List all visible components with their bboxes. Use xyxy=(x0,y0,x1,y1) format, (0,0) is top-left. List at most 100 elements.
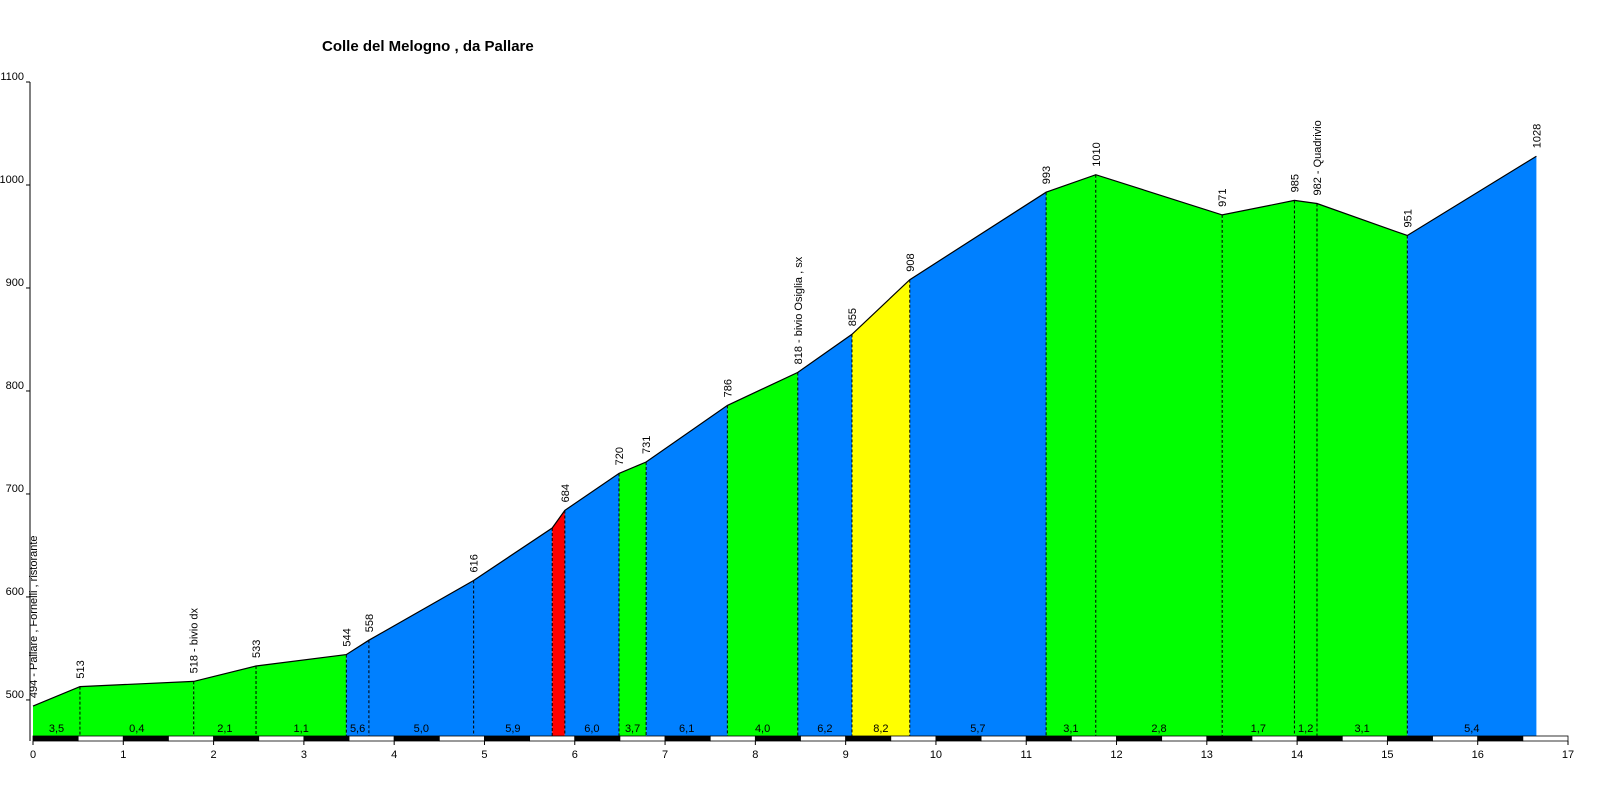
distance-bar-block xyxy=(122,735,169,742)
segment-easy xyxy=(80,681,194,736)
gradient-label: 1,7 xyxy=(1251,723,1266,735)
elevation-label: 818 - bivio Osiglia , sx xyxy=(793,256,805,364)
distance-bar-block xyxy=(1477,735,1524,742)
gradient-label: 5,6 xyxy=(350,723,365,735)
segment-easy xyxy=(619,462,647,736)
elevation-label: 518 - bivio dx xyxy=(189,607,201,673)
gradient-label: 3,7 xyxy=(625,723,640,735)
x-tick-label: 0 xyxy=(30,749,36,761)
elevation-label: 544 xyxy=(341,628,353,646)
segment-medium xyxy=(564,473,619,736)
segment-easy xyxy=(33,686,80,736)
segment-easy xyxy=(1222,200,1295,736)
elevation-label: 971 xyxy=(1217,189,1229,207)
y-tick-label: 600 xyxy=(6,586,24,598)
gradient-label: 6,0 xyxy=(584,723,599,735)
distance-bar xyxy=(32,735,1569,742)
elevation-label: 533 xyxy=(251,640,263,658)
x-tick-label: 1 xyxy=(120,749,126,761)
distance-bar-block xyxy=(1161,735,1208,742)
elevation-label: 1028 xyxy=(1531,124,1543,148)
gradient-label: 5,9 xyxy=(505,723,520,735)
gradient-label: 5,0 xyxy=(414,723,429,735)
y-tick-label: 1100 xyxy=(0,71,24,83)
x-tick-label: 15 xyxy=(1381,749,1393,761)
segment-easy xyxy=(1046,174,1096,736)
distance-bar-block xyxy=(1070,735,1117,742)
elevation-label: 985 xyxy=(1289,174,1301,192)
distance-bar-block xyxy=(709,735,756,742)
distance-bar-block xyxy=(754,735,801,742)
segment-medium xyxy=(909,192,1047,736)
x-tick-label: 8 xyxy=(752,749,758,761)
y-tick-label: 1000 xyxy=(0,174,24,186)
distance-bar-block xyxy=(258,735,305,742)
gradient-label: 3,1 xyxy=(1063,723,1078,735)
segment-easy xyxy=(193,666,256,736)
distance-bar-block xyxy=(1116,735,1163,742)
gradient-label: 2,1 xyxy=(217,723,232,735)
segment-medium xyxy=(473,528,553,736)
gradient-label: 3,1 xyxy=(1354,723,1369,735)
elevation-label: 494 - Pallare , Fornelli , ristorante xyxy=(28,535,40,698)
profile-outline xyxy=(32,155,1537,707)
profile-line xyxy=(32,155,1537,707)
gradient-label: 1,1 xyxy=(294,723,309,735)
elevation-label: 684 xyxy=(560,484,572,502)
elevation-label: 720 xyxy=(614,447,626,465)
x-tick-label: 2 xyxy=(211,749,217,761)
elevation-label: 908 xyxy=(905,253,917,271)
segment-dividers xyxy=(79,174,1408,736)
x-tick-label: 10 xyxy=(930,749,942,761)
gradient-label: 6,1 xyxy=(679,723,694,735)
distance-bar-block xyxy=(168,735,214,742)
distance-bar-block xyxy=(574,735,621,742)
distance-bar-block xyxy=(438,735,485,742)
segment-easy xyxy=(1095,174,1223,736)
gradient-label: 4,0 xyxy=(755,723,770,735)
gradient-label: 8,2 xyxy=(873,723,888,735)
distance-bar-block xyxy=(1432,735,1479,742)
distance-bar-block xyxy=(1025,735,1072,742)
x-tick-label: 3 xyxy=(301,749,307,761)
distance-bar-block xyxy=(213,735,260,742)
gradient-label: 5,7 xyxy=(970,723,985,735)
x-tick-label: 14 xyxy=(1291,749,1303,761)
distance-bar-block xyxy=(1341,735,1388,742)
distance-bar-block xyxy=(619,735,666,742)
distance-bar-block xyxy=(303,735,350,742)
gradient-label: 3,5 xyxy=(49,723,64,735)
segment-medium xyxy=(346,640,369,736)
elevation-label: 855 xyxy=(847,308,859,326)
gradient-label: 5,4 xyxy=(1464,723,1479,735)
gradient-label: 0,4 xyxy=(129,723,144,735)
segment-very_steep xyxy=(552,510,565,736)
elevation-label: 786 xyxy=(722,379,734,397)
distance-bar-block xyxy=(845,735,892,742)
segment-easy xyxy=(1317,203,1408,736)
gradient-labels: 3,5 0,4 2,1 1,1 5,6 5,0 5,9 6,0 3,7 6,1 4,0 6,2 8,2 5… xyxy=(49,723,1480,735)
x-tick-label: 17 xyxy=(1562,749,1574,761)
gradient-label: 1,2 xyxy=(1298,723,1313,735)
distance-bar-block xyxy=(1387,735,1433,742)
gradient-label: 6,2 xyxy=(817,723,832,735)
gradient-label: 2,8 xyxy=(1151,723,1166,735)
distance-bar-block xyxy=(529,735,576,742)
distance-bar-block xyxy=(1522,735,1569,742)
elevation-label: 513 xyxy=(75,660,87,678)
elevation-label: 731 xyxy=(641,436,653,454)
distance-bar-block xyxy=(890,735,937,742)
distance-bar-block xyxy=(1206,735,1253,742)
elevation-labels: 494 - Pallare , Fornelli , ristorante 513… xyxy=(28,120,1543,698)
distance-bar-block xyxy=(484,735,531,742)
segment-easy xyxy=(256,654,347,736)
gradient-segments xyxy=(33,156,1537,736)
elevation-label: 616 xyxy=(469,554,481,572)
x-tick-label: 7 xyxy=(662,749,668,761)
distance-bar-block xyxy=(348,735,395,742)
elevation-label: 951 xyxy=(1402,209,1414,227)
x-tick-label: 12 xyxy=(1110,749,1122,761)
distance-bar-block xyxy=(1296,735,1343,742)
